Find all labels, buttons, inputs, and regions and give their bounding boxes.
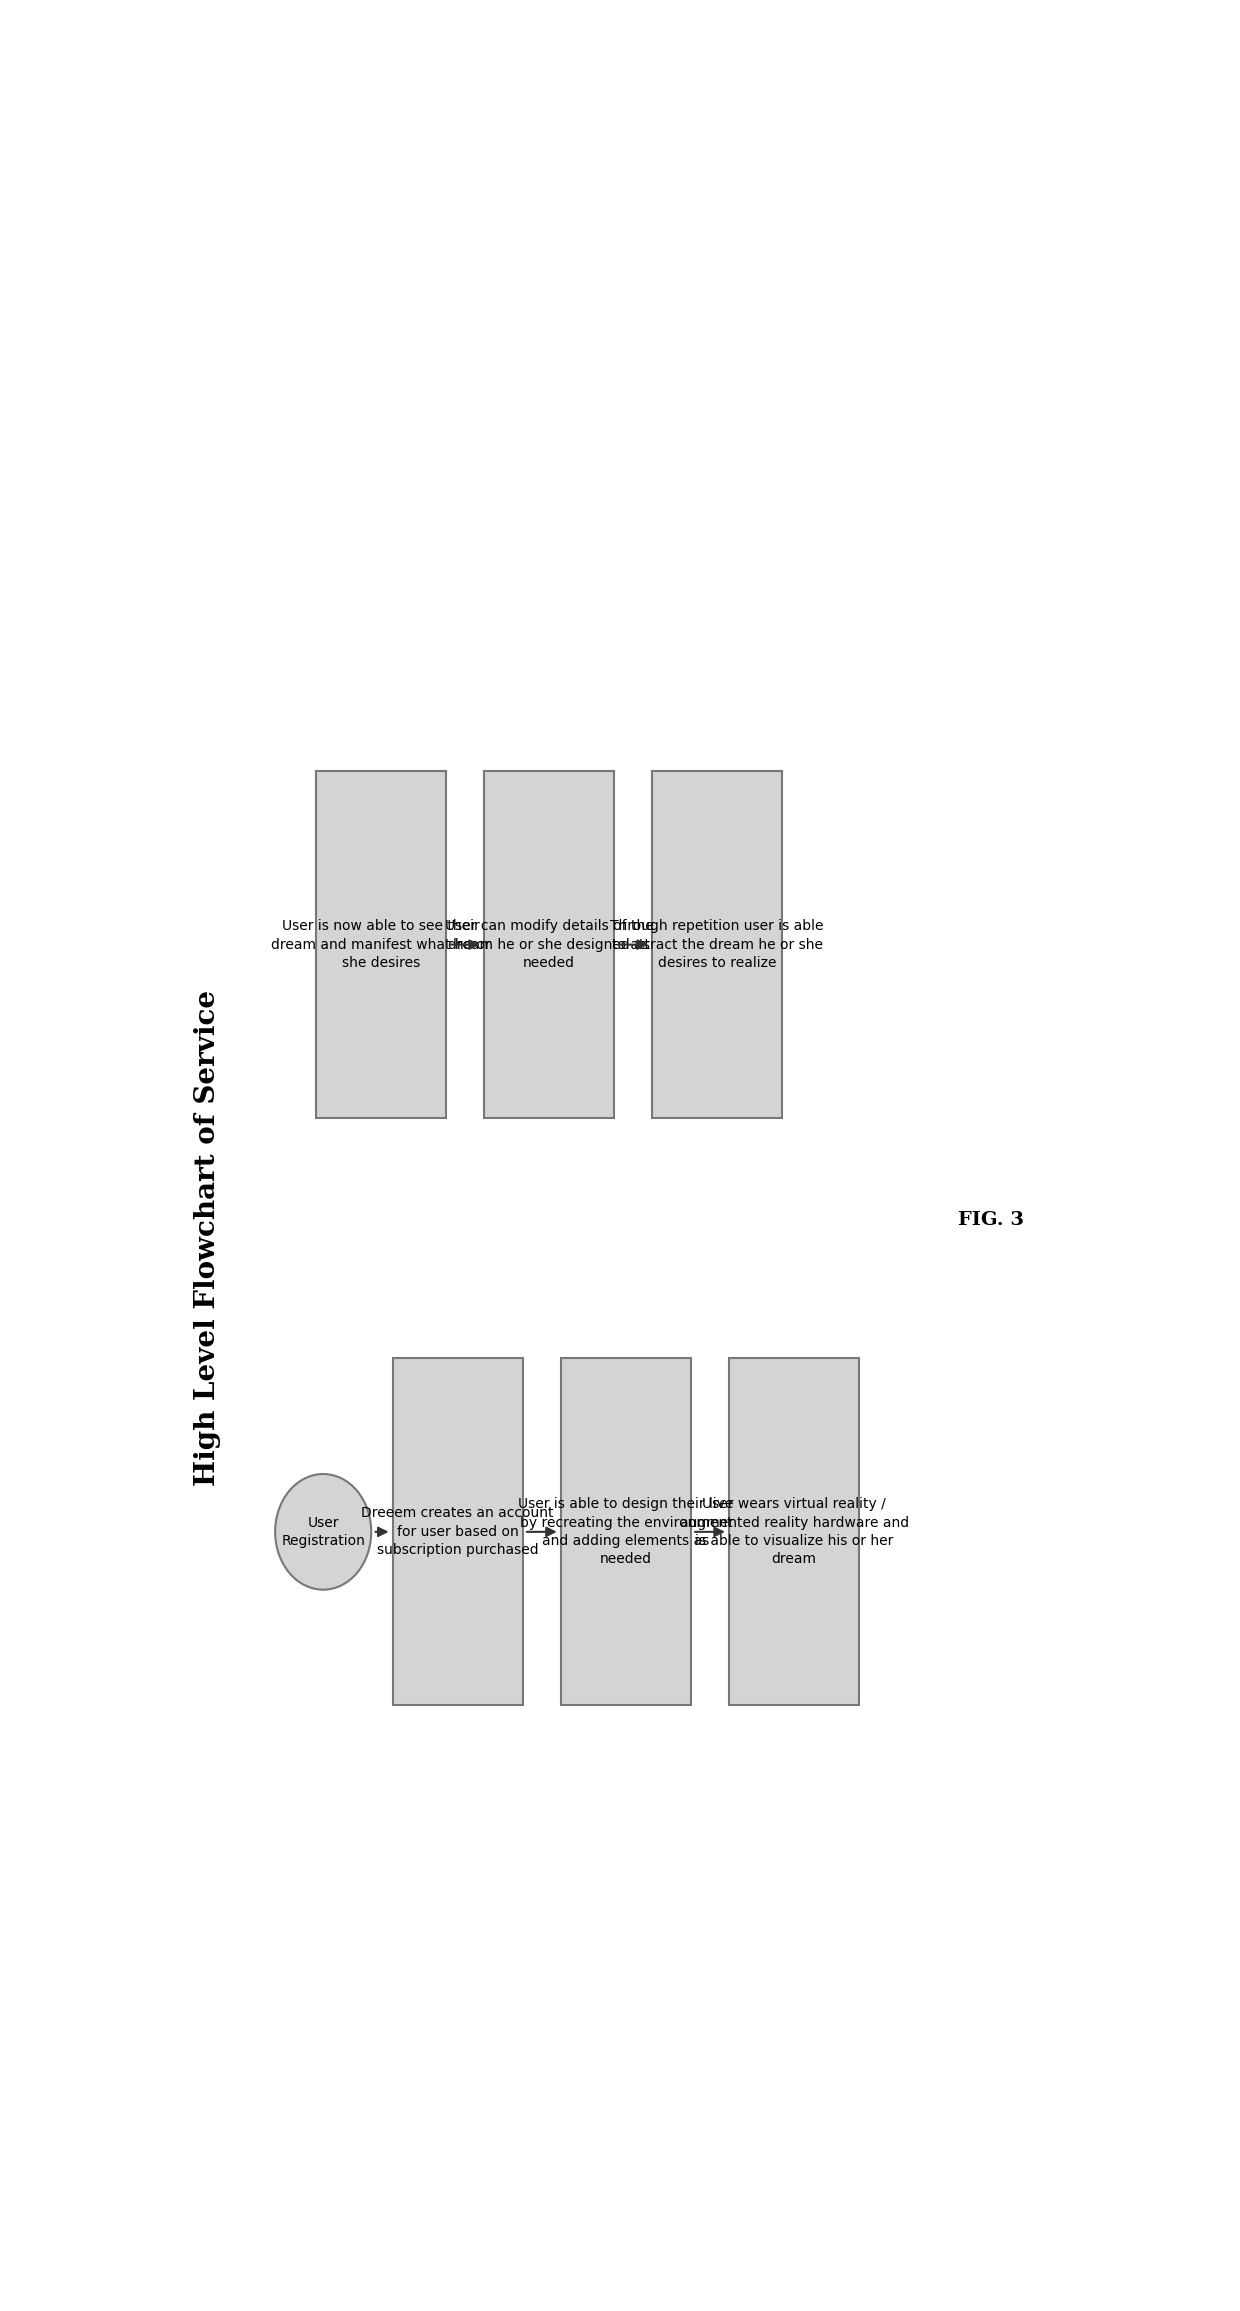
FancyBboxPatch shape — [560, 1359, 691, 1706]
Text: Through repetition user is able
to attract the dream he or she
desires to realiz: Through repetition user is able to attra… — [610, 920, 823, 971]
Ellipse shape — [275, 1474, 371, 1590]
Text: User
Registration: User Registration — [281, 1516, 365, 1548]
Text: User is now able to see their
dream and manifest what he or
she desires: User is now able to see their dream and … — [272, 920, 491, 971]
Text: High Level Flowchart of Service: High Level Flowchart of Service — [195, 989, 222, 1486]
Text: Dreeem creates an account
for user based on
subscription purchased: Dreeem creates an account for user based… — [362, 1507, 554, 1558]
Text: User is able to design their live
by recreating the environment
and adding eleme: User is able to design their live by rec… — [518, 1498, 734, 1567]
Text: FIG. 3: FIG. 3 — [959, 1211, 1024, 1229]
FancyBboxPatch shape — [393, 1359, 522, 1706]
FancyBboxPatch shape — [652, 772, 782, 1119]
FancyBboxPatch shape — [316, 772, 445, 1119]
Text: User can modify details of the
dream he or she designed as
needed: User can modify details of the dream he … — [445, 920, 653, 971]
FancyBboxPatch shape — [729, 1359, 859, 1706]
FancyBboxPatch shape — [484, 772, 614, 1119]
Text: User wears virtual reality /
augmented reality hardware and
is able to visualize: User wears virtual reality / augmented r… — [680, 1498, 909, 1567]
